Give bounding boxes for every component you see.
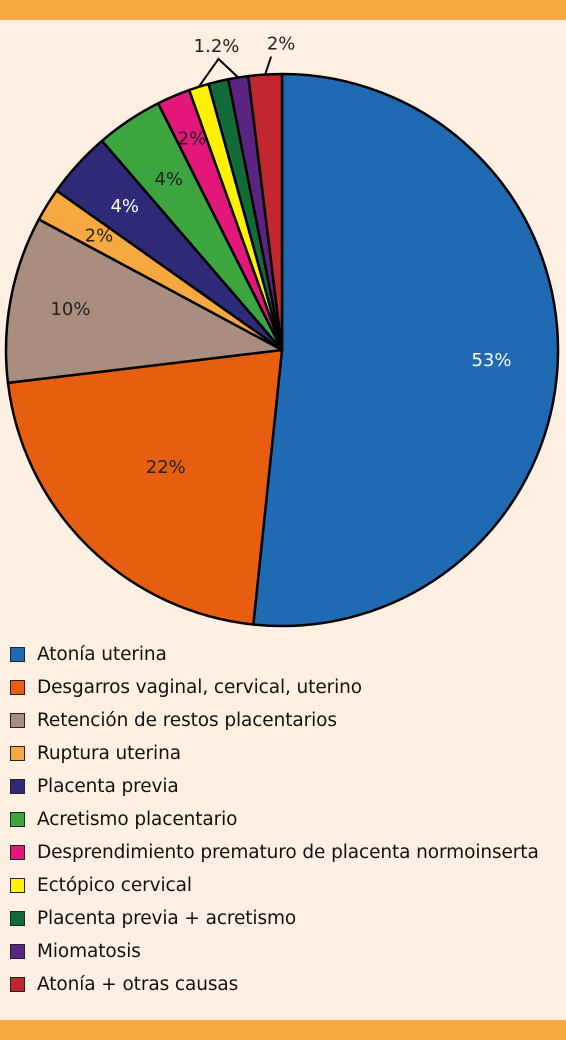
data-label-retencion-de-restos-placentarios: 10% [50, 299, 90, 320]
legend-label: Placenta previa + acretismo [37, 908, 297, 929]
data-label-ectopico-cervical: 1.2% [194, 36, 240, 57]
legend-swatch [10, 713, 25, 728]
pie-svg: 53% 22% 10% 2% 4% 4% 2% 1.2% 2% [4, 34, 560, 628]
legend-swatch [10, 647, 25, 662]
legend-swatch [10, 878, 25, 893]
legend-label: Placenta previa [37, 776, 179, 797]
legend-item-retencion-de-restos-placentarios: Retención de restos placentarios [10, 704, 539, 737]
legend-item-placenta-previa-acretismo: Placenta previa + acretismo [10, 902, 539, 935]
pie-slice-retencion-de-restos-placentarios [4, 218, 284, 385]
legend-label: Miomatosis [37, 941, 141, 962]
legend-label: Ruptura uterina [37, 743, 181, 764]
chart-legend: Atonía uterina Desgarros vaginal, cervica… [10, 638, 539, 1001]
legend-label: Acretismo placentario [37, 809, 238, 830]
legend-item-acretismo-placentario: Acretismo placentario [10, 803, 539, 836]
legend-item-miomatosis: Miomatosis [10, 935, 539, 968]
data-label-atonia-uterina: 53% [471, 350, 511, 371]
pie-slice-atonia-uterina [252, 72, 560, 628]
legend-swatch [10, 845, 25, 860]
legend-label: Atonía + otras causas [37, 974, 239, 995]
pie-slice-desgarros-vaginal-cervical-uterino [6, 348, 284, 626]
legend-item-ectopico-cervical: Ectópico cervical [10, 869, 539, 902]
legend-label: Ectópico cervical [37, 875, 192, 896]
legend-item-ruptura-uterina: Ruptura uterina [10, 737, 539, 770]
data-label-desgarros-vaginal-cervical-uterino: 22% [146, 457, 186, 478]
legend-item-desprendimiento-prematuro-de-placenta-normoinserta: Desprendimiento prematuro de placenta no… [10, 836, 539, 869]
legend-swatch [10, 779, 25, 794]
legend-item-placenta-previa: Placenta previa [10, 770, 539, 803]
legend-label: Atonía uterina [37, 644, 167, 665]
pie-slice-atonia-otras-causas [247, 72, 284, 352]
data-label-desprendimiento-prematuro-de-placenta-normoinserta: 2% [178, 128, 207, 149]
legend-label: Desprendimiento prematuro de placenta no… [37, 842, 539, 863]
legend-swatch [10, 746, 25, 761]
callout-line-atonia-otras-causas [264, 56, 273, 75]
legend-label: Desgarros vaginal, cervical, uterino [37, 677, 363, 698]
legend-swatch [10, 812, 25, 827]
legend-swatch [10, 911, 25, 926]
legend-item-atonia-uterina: Atonía uterina [10, 638, 539, 671]
pie-chart: 53% 22% 10% 2% 4% 4% 2% 1.2% 2% [0, 30, 566, 640]
data-label-acretismo-placentario: 4% [154, 169, 183, 190]
data-label-atonia-otras-causas: 2% [267, 34, 296, 55]
legend-item-atonia-otras-causas: Atonía + otras causas [10, 968, 539, 1001]
data-label-placenta-previa: 4% [110, 196, 139, 217]
callout-line-1-2-percent [197, 57, 239, 88]
data-label-ruptura-uterina: 2% [85, 226, 114, 247]
legend-item-desgarros-vaginal-cervical-uterino: Desgarros vaginal, cervical, uterino [10, 671, 539, 704]
legend-label: Retención de restos placentarios [37, 710, 337, 731]
legend-swatch [10, 680, 25, 695]
top-accent-bar [0, 0, 566, 20]
legend-swatch [10, 944, 25, 959]
legend-swatch [10, 977, 25, 992]
bottom-accent-bar [0, 1020, 566, 1040]
